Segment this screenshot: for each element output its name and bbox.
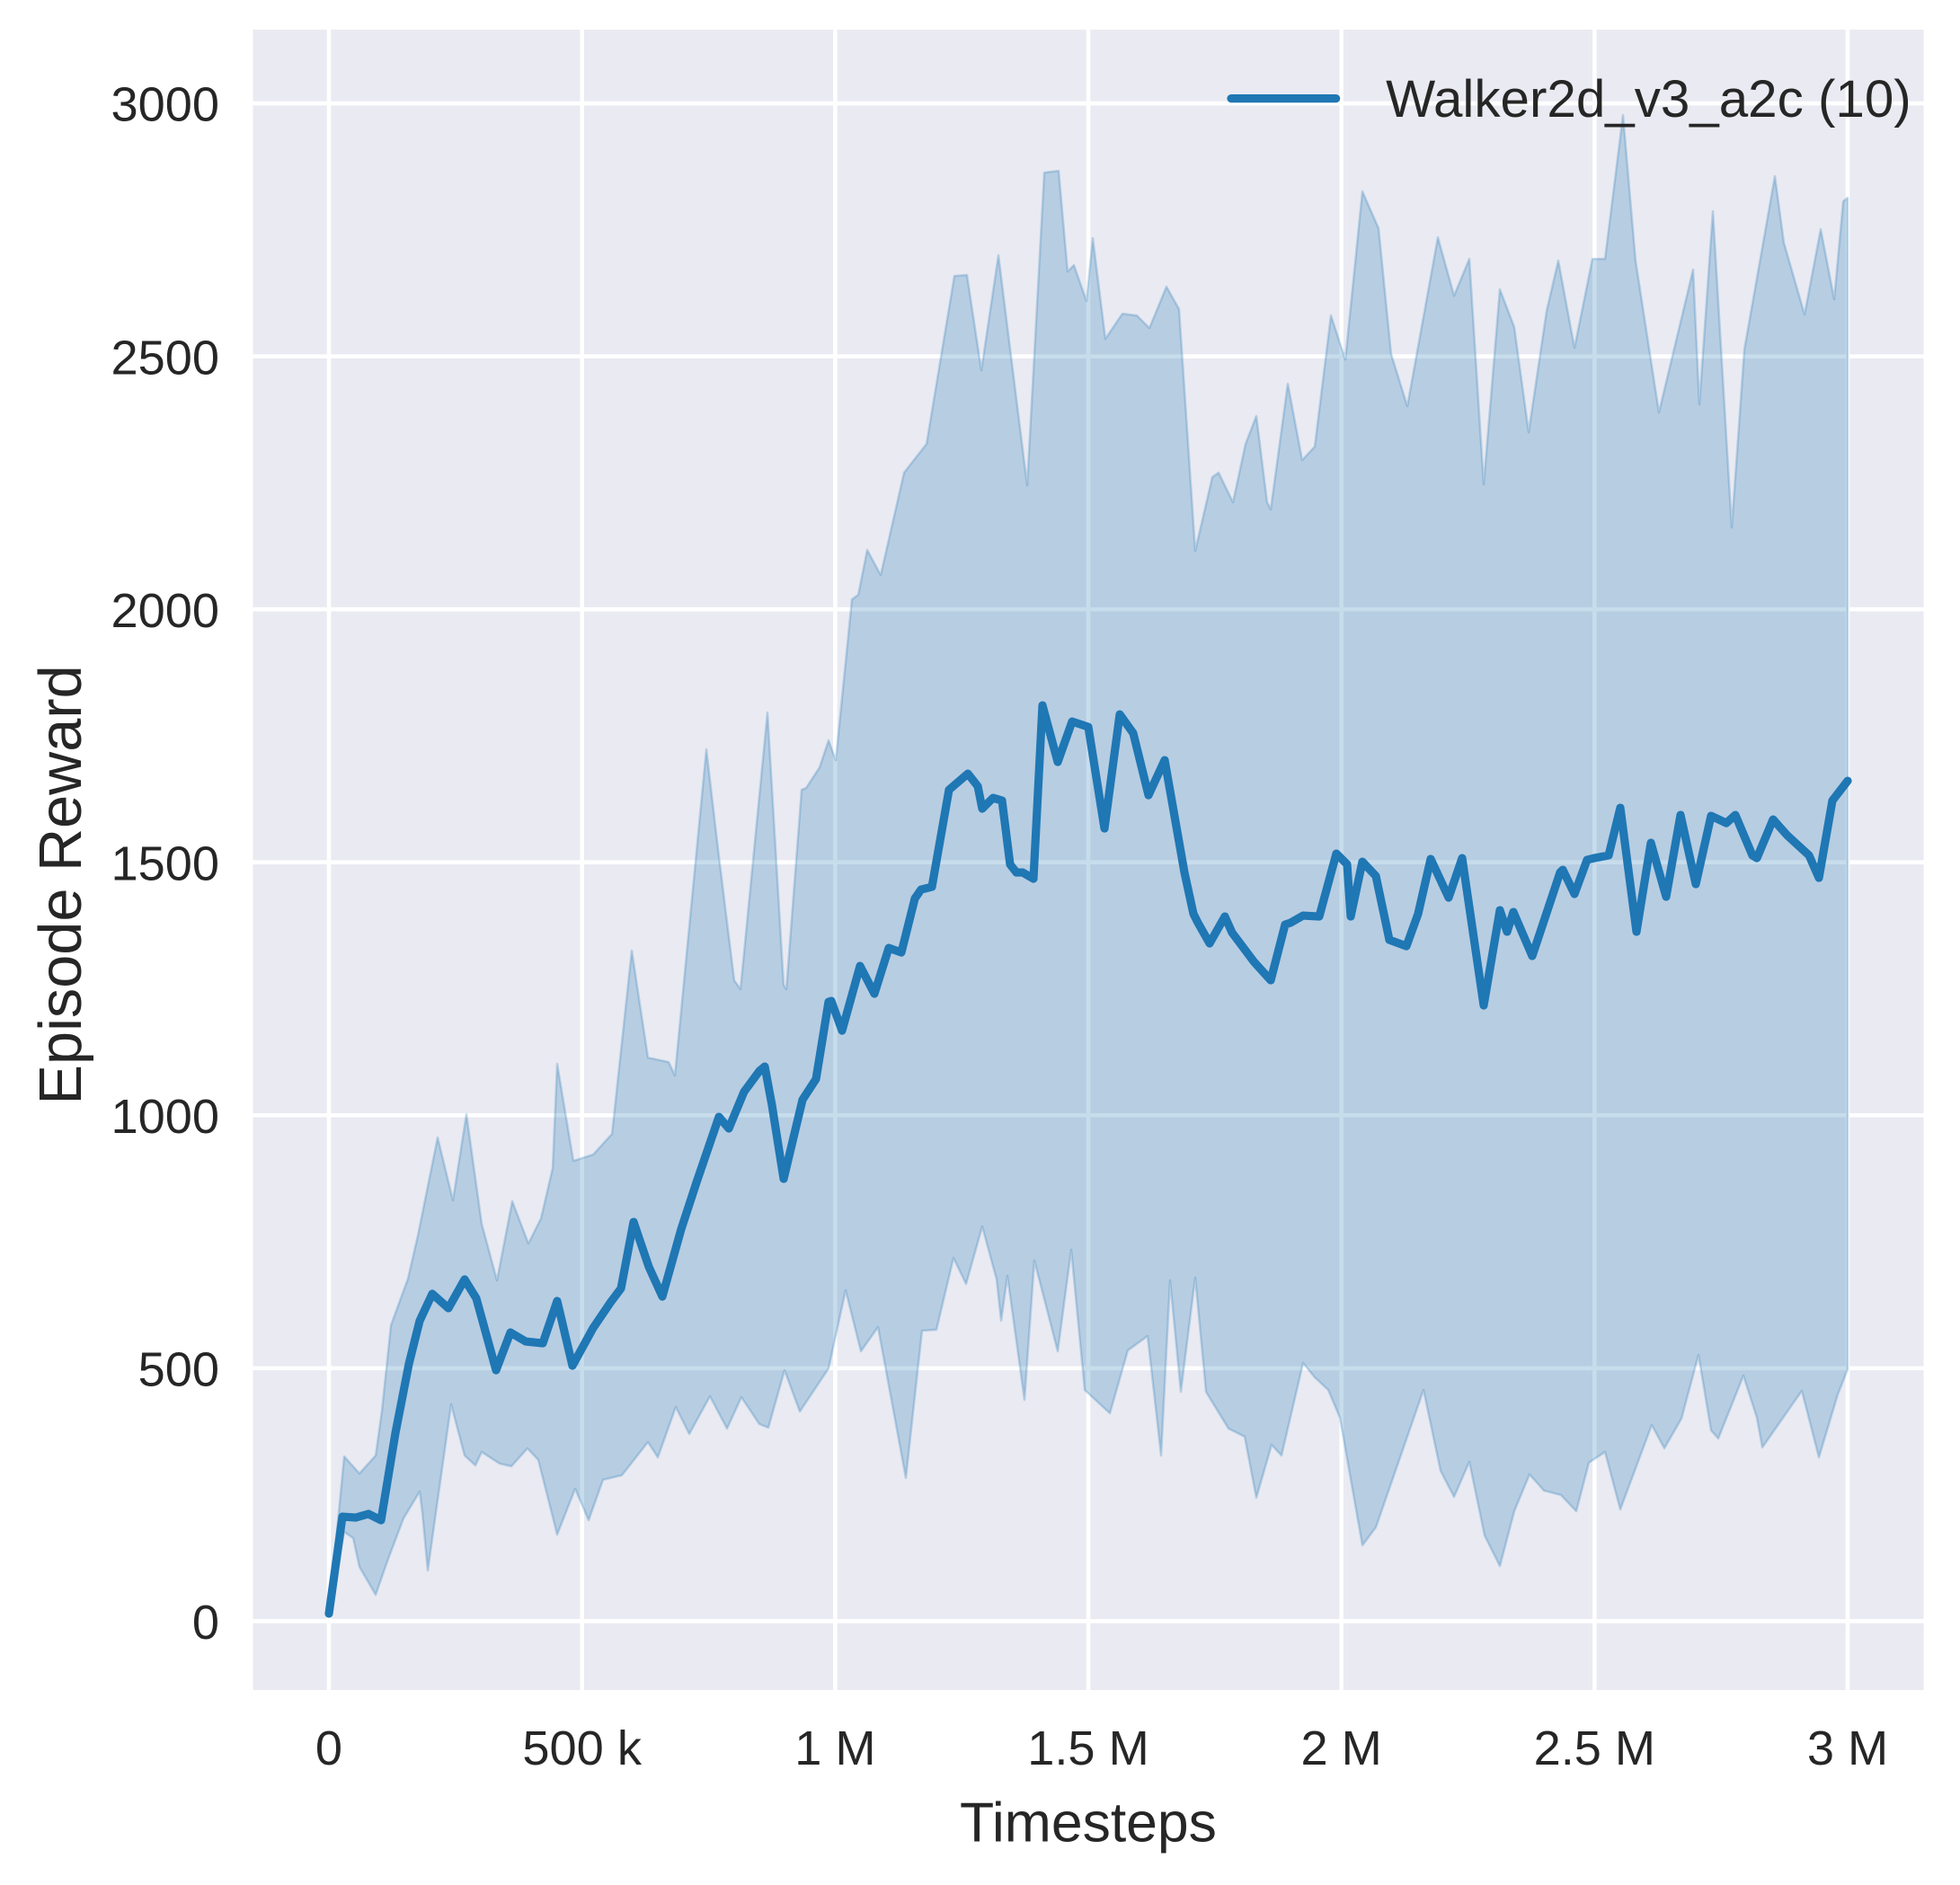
svg-text:1 M: 1 M [794,1721,875,1775]
svg-text:500: 500 [138,1342,219,1396]
svg-text:2.5 M: 2.5 M [1534,1721,1655,1775]
svg-text:1500: 1500 [111,836,219,890]
svg-text:3 M: 3 M [1807,1721,1888,1775]
svg-text:2500: 2500 [111,331,219,385]
svg-text:Episode Reward: Episode Reward [28,665,94,1104]
svg-text:2 M: 2 M [1301,1721,1382,1775]
svg-text:2000: 2000 [111,584,219,638]
svg-text:0: 0 [315,1721,342,1775]
svg-text:Timesteps: Timesteps [960,1792,1217,1854]
svg-text:1000: 1000 [111,1090,219,1144]
svg-text:Walker2d_v3_a2c (10): Walker2d_v3_a2c (10) [1386,70,1911,128]
svg-text:0: 0 [192,1596,219,1650]
svg-text:1.5 M: 1.5 M [1027,1721,1149,1775]
svg-text:500 k: 500 k [522,1721,642,1775]
svg-text:3000: 3000 [111,78,219,132]
